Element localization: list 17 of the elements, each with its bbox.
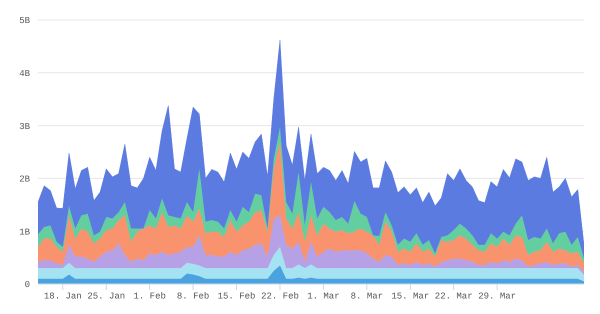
x-tick-label: 15. Mar xyxy=(391,291,430,302)
y-tick-label: 1B xyxy=(19,227,31,238)
x-tick-label: 1. Mar xyxy=(307,291,340,302)
x-tick-label: 22. Mar xyxy=(434,291,473,302)
x-tick-label: 8. Feb xyxy=(176,291,210,302)
x-tick-label: 1. Feb xyxy=(133,291,166,302)
x-tick-label: 22. Feb xyxy=(261,291,299,302)
x-tick-label: 18. Jan xyxy=(44,291,82,302)
y-tick-label: 4B xyxy=(19,68,31,79)
y-tick-label: 5B xyxy=(19,16,31,26)
x-tick-label: 8. Mar xyxy=(350,291,384,302)
y-tick-label: 2B xyxy=(19,174,31,185)
x-tick-label: 29. Mar xyxy=(478,291,516,302)
y-tick-label: 3B xyxy=(19,122,31,132)
x-tick-label: 15. Feb xyxy=(218,291,256,302)
y-tick-label: 0 xyxy=(24,280,30,290)
x-tick-label: 25. Jan xyxy=(87,291,126,302)
